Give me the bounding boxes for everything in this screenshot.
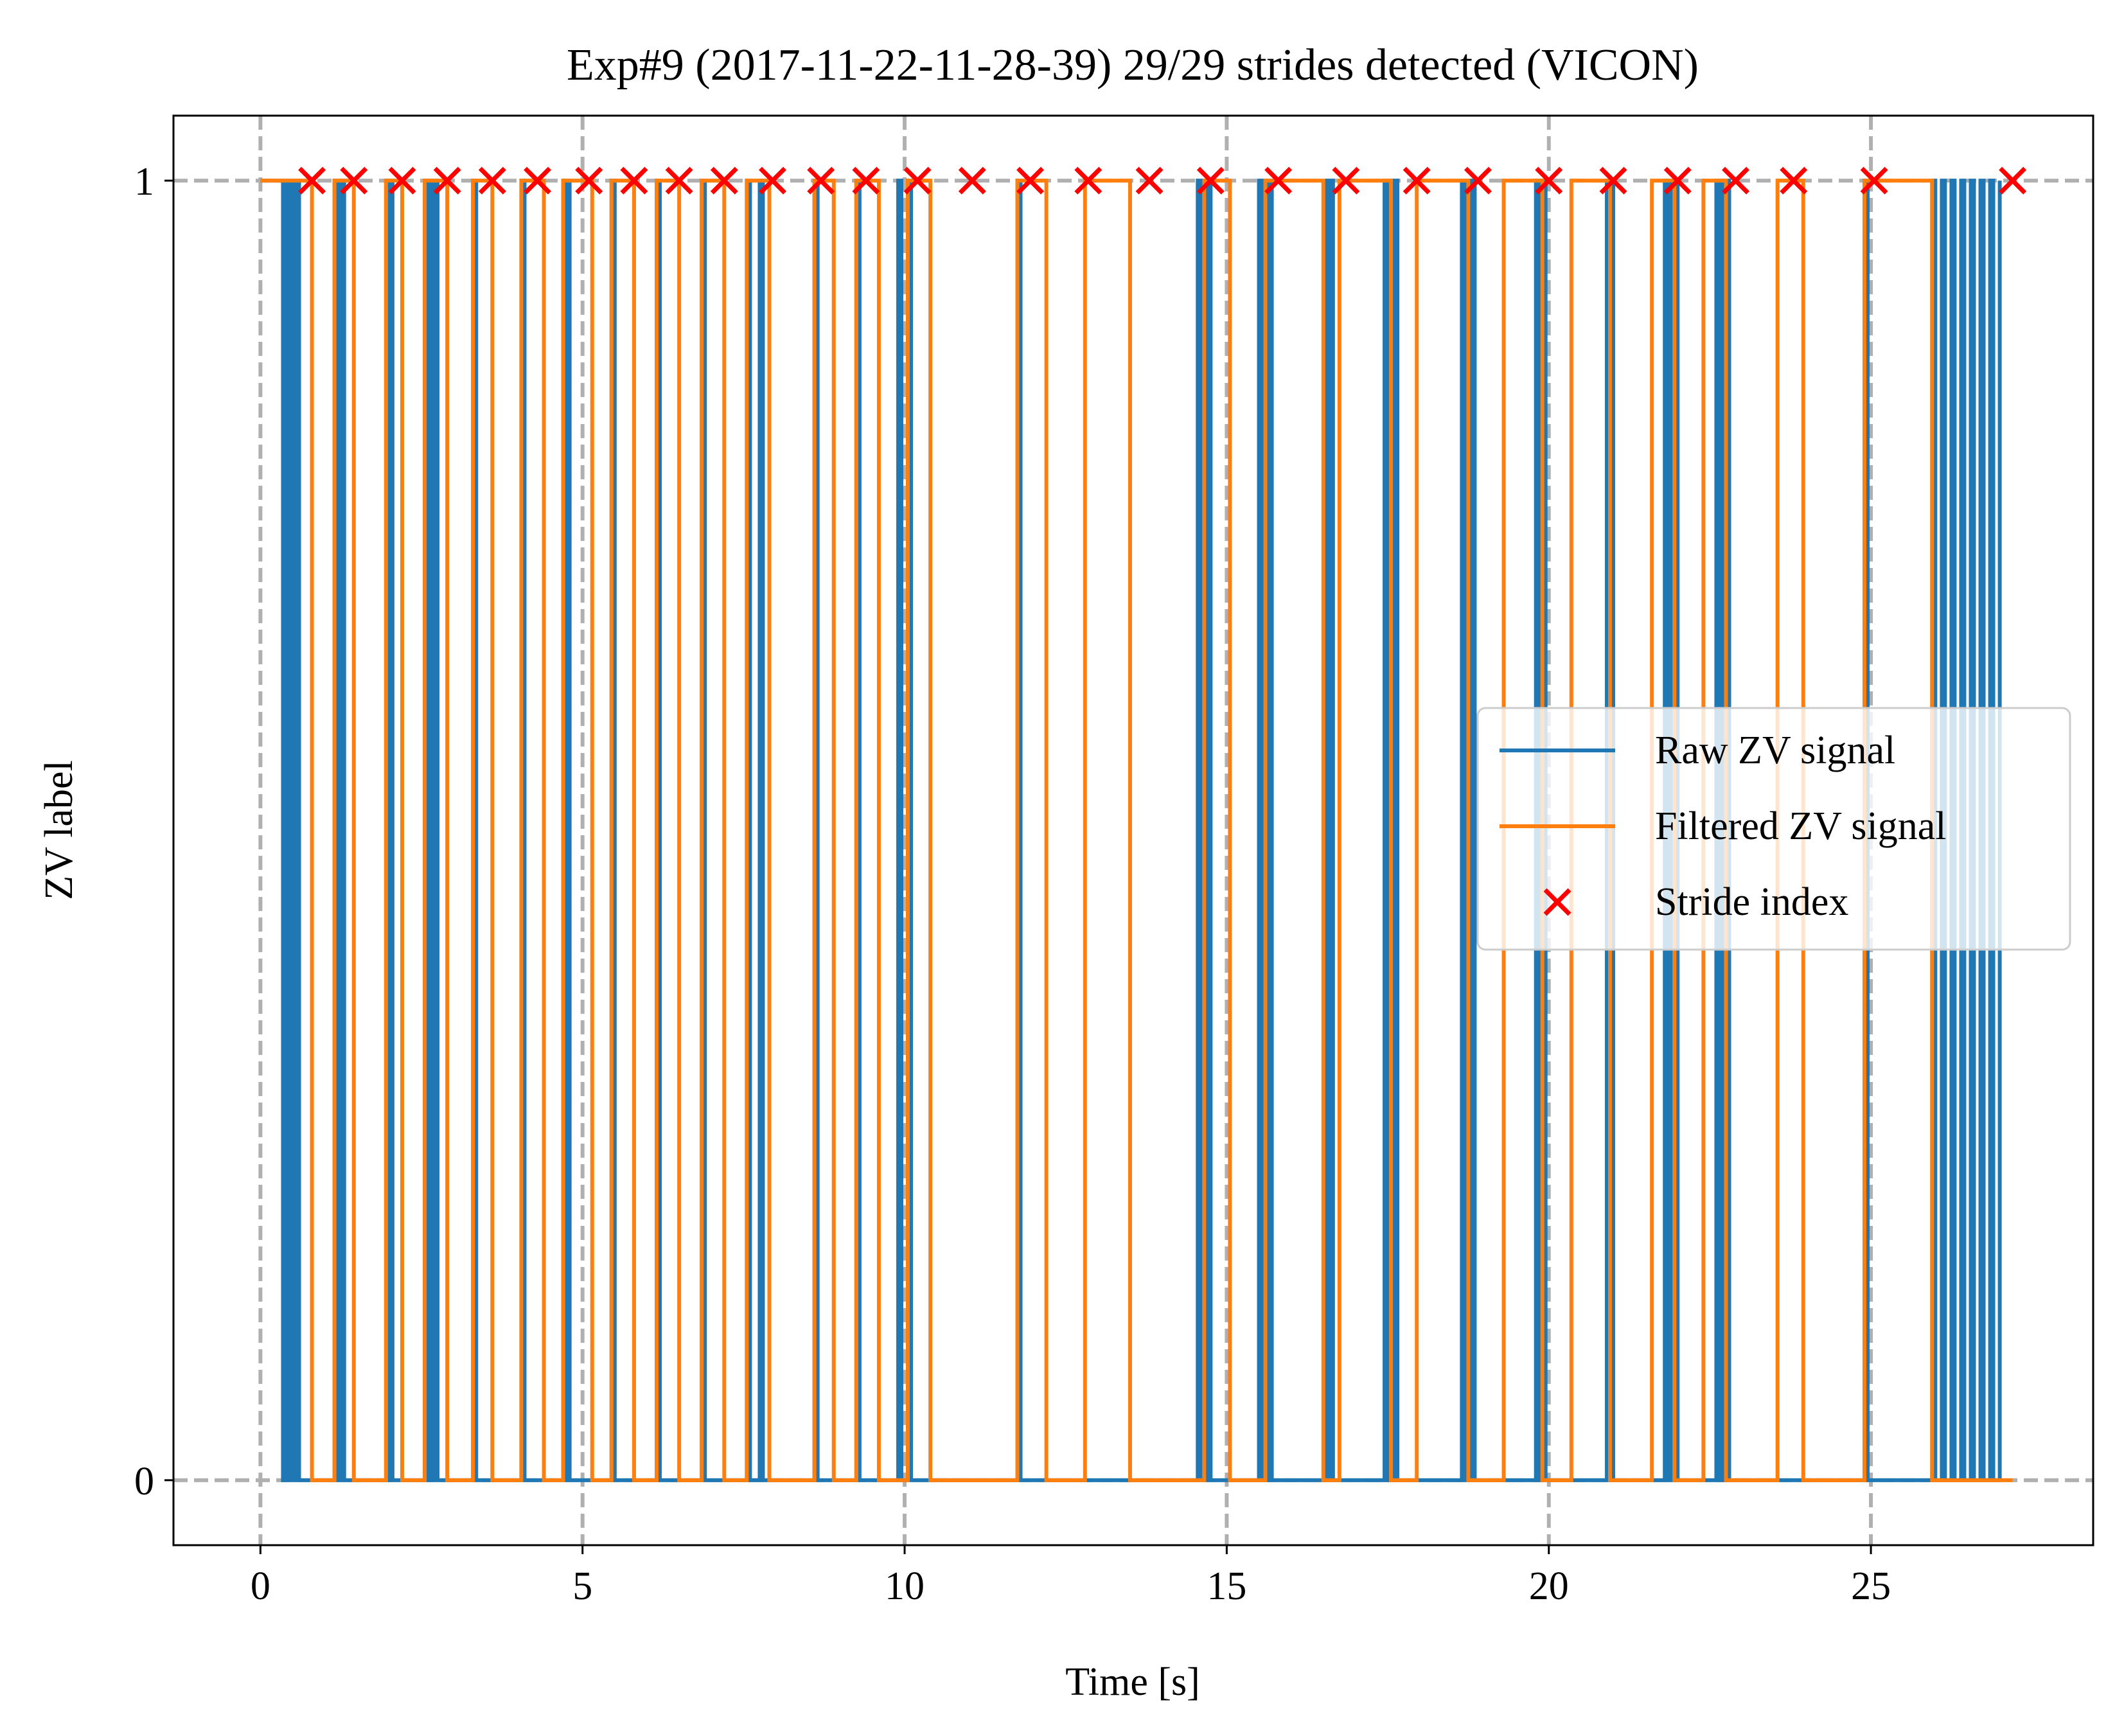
y-axis-label: ZV label — [37, 760, 81, 900]
stride-marker-29 — [1999, 166, 2027, 195]
stride-marker-5 — [524, 166, 551, 195]
filtered-zv-signal-series — [260, 179, 2013, 1482]
stride-marker-11 — [807, 166, 835, 195]
stride-marker-19 — [1264, 166, 1293, 195]
stride-marker-12 — [852, 166, 880, 195]
legend-filtered-label: Filtered ZV signal — [1655, 804, 1946, 848]
x-tick-label-3: 15 — [1207, 1564, 1246, 1608]
x-axis-label: Time [s] — [1065, 1660, 1200, 1704]
stride-marker-14 — [958, 166, 986, 195]
stride-marker-18 — [1196, 166, 1225, 195]
chart-title: Exp#9 (2017-11-22-11-28-39) 29/29 stride… — [567, 40, 1699, 90]
stride-marker-1 — [340, 166, 368, 195]
stride-marker-2 — [388, 166, 416, 195]
raw-zv-signal-line — [260, 179, 2002, 1482]
stride-marker-6 — [575, 166, 603, 195]
stride-marker-13 — [903, 166, 932, 195]
stride-marker-27 — [1780, 166, 1808, 195]
stride-marker-20 — [1332, 166, 1360, 195]
plot-area — [260, 166, 2027, 1482]
x-tick-label-0: 0 — [251, 1564, 270, 1608]
legend-stride-x — [1543, 888, 1571, 916]
stride-marker-4 — [478, 166, 506, 195]
stride-marker-25 — [1663, 166, 1692, 195]
stride-marker-0 — [298, 166, 326, 195]
stride-marker-8 — [665, 166, 693, 195]
raw-zv-signal-series — [260, 179, 2002, 1482]
stride-marker-10 — [759, 166, 786, 195]
stride-marker-7 — [620, 166, 648, 195]
stride-marker-9 — [710, 166, 738, 195]
x-tick-label-5: 25 — [1851, 1564, 1891, 1608]
stride-index-series — [298, 166, 2027, 195]
stride-marker-17 — [1135, 166, 1164, 195]
stride-marker-21 — [1403, 166, 1431, 195]
legend-raw-label: Raw ZV signal — [1655, 729, 1895, 772]
y-tick-label-1: 1 — [134, 160, 154, 204]
filtered-zv-signal-line — [260, 179, 2013, 1482]
x-tick-label-1: 5 — [572, 1564, 592, 1608]
stride-marker-24 — [1599, 166, 1627, 195]
legend-stride-marker — [1543, 888, 1571, 916]
stride-marker-16 — [1074, 166, 1102, 195]
plot-frame — [172, 114, 2094, 1546]
legend-box — [1476, 707, 2071, 951]
y-tick-label-0: 0 — [134, 1460, 154, 1503]
x-axis-ticks: 0 5 10 15 20 25 — [251, 1545, 1891, 1608]
stride-marker-28 — [1860, 166, 1888, 195]
x-tick-label-4: 20 — [1529, 1564, 1569, 1608]
y-axis-ticks: 01 — [134, 160, 173, 1503]
stride-marker-3 — [433, 166, 461, 195]
stride-marker-23 — [1535, 166, 1563, 195]
x-tick-label-2: 10 — [885, 1564, 925, 1608]
legend: Raw ZV signal Filtered ZV signal Stride … — [1476, 707, 2071, 951]
legend-stride-label: Stride index — [1655, 880, 1848, 924]
stride-marker-26 — [1722, 166, 1749, 195]
stride-marker-15 — [1016, 166, 1045, 195]
stride-marker-22 — [1464, 166, 1492, 195]
